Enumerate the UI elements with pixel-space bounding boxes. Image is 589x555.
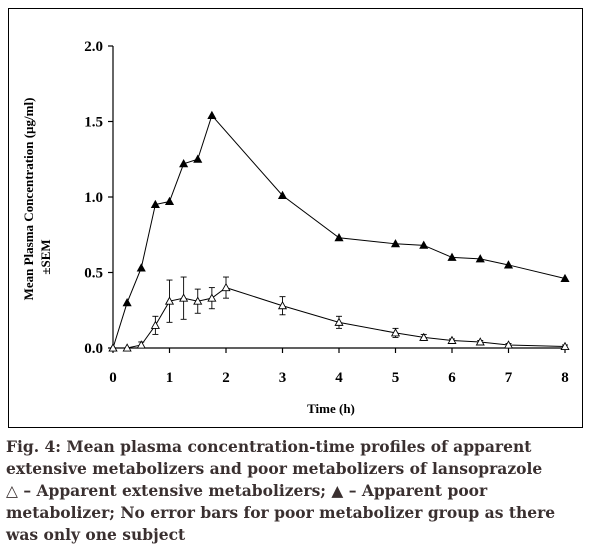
filled-triangle-point — [390, 239, 401, 248]
open-triangle-point — [193, 296, 203, 305]
filled-triangle-point — [207, 110, 217, 119]
open-triangle-point — [419, 332, 429, 341]
y-axis-title-line2: ±SEM — [38, 239, 53, 274]
x-tick-label: 5 — [392, 370, 400, 386]
series-1 — [108, 110, 570, 352]
x-tick-label: 3 — [279, 370, 287, 386]
open-triangle-point — [136, 340, 146, 349]
x-tick-label: 8 — [561, 370, 569, 386]
axes: 0.0 0.5 1.0 1.5 2.0 0 1 2 3 4 5 6 7 8 — [84, 39, 569, 386]
caption-line-3: △ – Apparent extensive metabolizers; ▲ –… — [6, 481, 488, 500]
x-axis-title: Time (h) — [307, 401, 355, 416]
open-triangle-point — [560, 341, 570, 350]
open-triangle-point — [164, 296, 175, 305]
filled-triangle-point — [503, 260, 514, 269]
filled-triangle-point — [164, 196, 175, 206]
filled-triangle-point — [193, 154, 203, 163]
y-tick-label: 1.0 — [84, 190, 103, 206]
y-tick-label: 2.0 — [84, 39, 103, 55]
open-triangle-point — [179, 293, 189, 302]
open-triangle-point — [150, 320, 160, 329]
open-triangle-point — [277, 300, 288, 310]
open-triangle-point — [334, 317, 344, 326]
open-triangle-point — [390, 328, 401, 337]
y-axis-title: Mean Plasma Concentration (µg/ml) ±SEM — [21, 98, 53, 301]
figure-frame: 0.0 0.5 1.0 1.5 2.0 0 1 2 3 4 5 6 7 8 Time (h) Mean P… — [8, 8, 583, 428]
open-triangle-point — [503, 340, 514, 349]
open-triangle-point — [221, 282, 231, 292]
filled-triangle-point — [122, 297, 132, 307]
filled-triangle-point — [419, 240, 429, 249]
x-tick-label: 7 — [505, 370, 513, 386]
filled-triangle-point — [560, 273, 570, 283]
filled-triangle-point — [150, 199, 160, 209]
open-triangle-point — [475, 337, 485, 346]
filled-triangle-point — [475, 254, 485, 263]
caption-line-5: was only one subject — [6, 525, 186, 544]
filled-triangle-point — [277, 190, 288, 199]
series-1-line — [112, 114, 566, 349]
open-triangle-point — [207, 293, 217, 302]
figure-caption: Fig. 4: Mean plasma concentration-time p… — [6, 436, 584, 546]
x-tick-label: 6 — [448, 370, 456, 386]
y-tick-label: 1.5 — [84, 115, 103, 131]
caption-line-1: Fig. 4: Mean plasma concentration-time p… — [6, 437, 532, 456]
series-2 — [108, 276, 570, 352]
x-tick-label: 4 — [335, 370, 343, 386]
y-tick-label: 0.5 — [84, 266, 103, 282]
caption-line-4: metabolizer; No error bars for poor meta… — [6, 503, 556, 522]
y-tick-label: 0.0 — [84, 341, 103, 357]
y-axis-title-line1: Mean Plasma Concentration (µg/ml) — [21, 98, 36, 301]
caption-line-2: extensive metabolizers and poor metaboli… — [6, 459, 543, 478]
x-tick-label: 1 — [166, 370, 174, 386]
filled-triangle-point — [179, 159, 189, 168]
filled-triangle-point — [447, 252, 457, 261]
filled-triangle-point — [334, 233, 344, 242]
x-tick-label: 0 — [109, 370, 117, 386]
open-triangle-point — [108, 343, 118, 352]
open-triangle-point — [447, 335, 457, 344]
series-layer — [108, 110, 570, 352]
x-tick-label: 2 — [222, 370, 230, 386]
chart: 0.0 0.5 1.0 1.5 2.0 0 1 2 3 4 5 6 7 8 Time (h) Mean P… — [21, 39, 570, 416]
filled-triangle-point — [136, 263, 146, 272]
open-triangle-point — [122, 343, 132, 352]
